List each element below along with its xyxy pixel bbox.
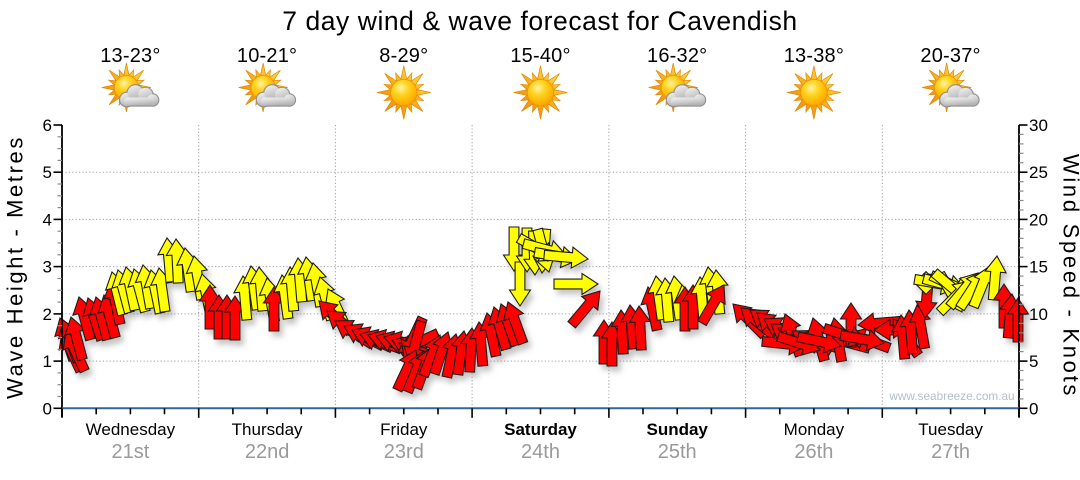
svg-text:6: 6 <box>43 116 52 135</box>
svg-text:16-32°: 16-32° <box>647 45 707 67</box>
svg-text:Sunday: Sunday <box>646 420 708 439</box>
svg-text:15: 15 <box>1029 258 1048 277</box>
svg-text:10: 10 <box>1029 305 1048 324</box>
svg-text:0: 0 <box>43 399 52 418</box>
svg-text:3: 3 <box>43 258 52 277</box>
svg-text:10-21°: 10-21° <box>237 45 297 67</box>
svg-text:Wind Speed - Knots: Wind Speed - Knots <box>1059 154 1080 398</box>
svg-text:26th: 26th <box>794 441 833 463</box>
svg-text:2: 2 <box>43 305 52 324</box>
svg-text:21st: 21st <box>111 441 149 463</box>
svg-text:13-38°: 13-38° <box>784 45 844 67</box>
svg-text:15-40°: 15-40° <box>510 45 570 67</box>
svg-text:27th: 27th <box>931 441 970 463</box>
svg-text:0: 0 <box>1029 399 1038 418</box>
svg-text:Saturday: Saturday <box>504 420 577 439</box>
svg-text:Tuesday: Tuesday <box>918 420 983 439</box>
svg-text:Wave Height - Metres: Wave Height - Metres <box>3 135 28 399</box>
svg-text:Friday: Friday <box>380 420 428 439</box>
svg-text:1: 1 <box>43 352 52 371</box>
svg-text:30: 30 <box>1029 116 1048 135</box>
svg-text:13-23°: 13-23° <box>100 45 160 67</box>
svg-text:Wednesday: Wednesday <box>86 420 176 439</box>
svg-text:23rd: 23rd <box>384 441 424 463</box>
svg-text:22nd: 22nd <box>245 441 290 463</box>
svg-text:20-37°: 20-37° <box>920 45 980 67</box>
svg-text:8-29°: 8-29° <box>379 45 428 67</box>
svg-text:25: 25 <box>1029 163 1048 182</box>
svg-text:www.seabreeze.com.au: www.seabreeze.com.au <box>888 389 1014 403</box>
svg-text:5: 5 <box>43 163 52 182</box>
svg-text:25th: 25th <box>658 441 697 463</box>
svg-text:5: 5 <box>1029 352 1038 371</box>
svg-text:20: 20 <box>1029 210 1048 229</box>
svg-text:4: 4 <box>43 210 52 229</box>
svg-text:7 day wind & wave forecast for: 7 day wind & wave forecast for Cavendish <box>282 6 797 36</box>
svg-text:Thursday: Thursday <box>232 420 303 439</box>
svg-text:Monday: Monday <box>784 420 845 439</box>
svg-text:24th: 24th <box>521 441 560 463</box>
